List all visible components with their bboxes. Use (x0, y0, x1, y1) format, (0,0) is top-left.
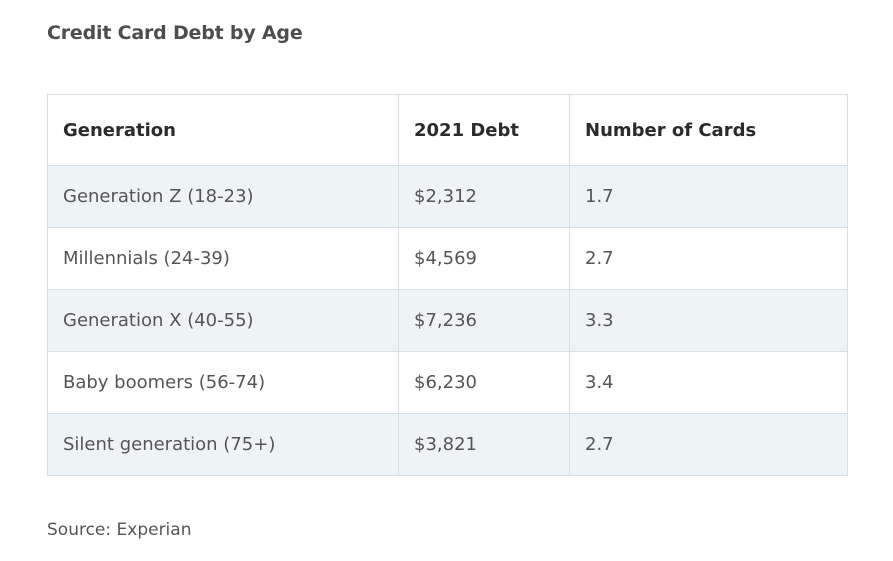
table-row: Millennials (24-39) $4,569 2.7 (47, 227, 848, 290)
generation-cell: Baby boomers (56-74) (47, 351, 399, 414)
header-generation: Generation (47, 94, 399, 166)
source-note: Source: Experian (47, 520, 192, 540)
cards-cell: 1.7 (569, 165, 848, 228)
debt-cell: $6,230 (398, 351, 570, 414)
table-row: Baby boomers (56-74) $6,230 3.4 (47, 351, 848, 414)
header-number-of-cards: Number of Cards (569, 94, 848, 166)
generation-cell: Generation Z (18-23) (47, 165, 399, 228)
generation-cell: Millennials (24-39) (47, 227, 399, 290)
table-row: Silent generation (75+) $3,821 2.7 (47, 413, 848, 476)
cards-cell: 2.7 (569, 227, 848, 290)
generation-cell: Generation X (40-55) (47, 289, 399, 352)
debt-cell: $3,821 (398, 413, 570, 476)
cards-cell: 3.3 (569, 289, 848, 352)
debt-cell: $7,236 (398, 289, 570, 352)
table-row: Generation X (40-55) $7,236 3.3 (47, 289, 848, 352)
cards-cell: 2.7 (569, 413, 848, 476)
debt-cell: $2,312 (398, 165, 570, 228)
table-row: Generation Z (18-23) $2,312 1.7 (47, 165, 848, 228)
credit-card-debt-table: Generation 2021 Debt Number of Cards Gen… (47, 94, 848, 476)
generation-cell: Silent generation (75+) (47, 413, 399, 476)
page-title: Credit Card Debt by Age (47, 22, 303, 44)
cards-cell: 3.4 (569, 351, 848, 414)
debt-cell: $4,569 (398, 227, 570, 290)
header-2021-debt: 2021 Debt (398, 94, 570, 166)
table-header-row: Generation 2021 Debt Number of Cards (47, 94, 848, 166)
